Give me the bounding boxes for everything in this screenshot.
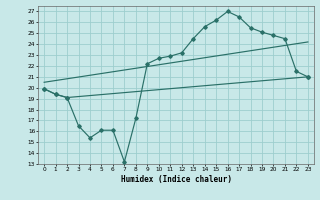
X-axis label: Humidex (Indice chaleur): Humidex (Indice chaleur): [121, 175, 231, 184]
